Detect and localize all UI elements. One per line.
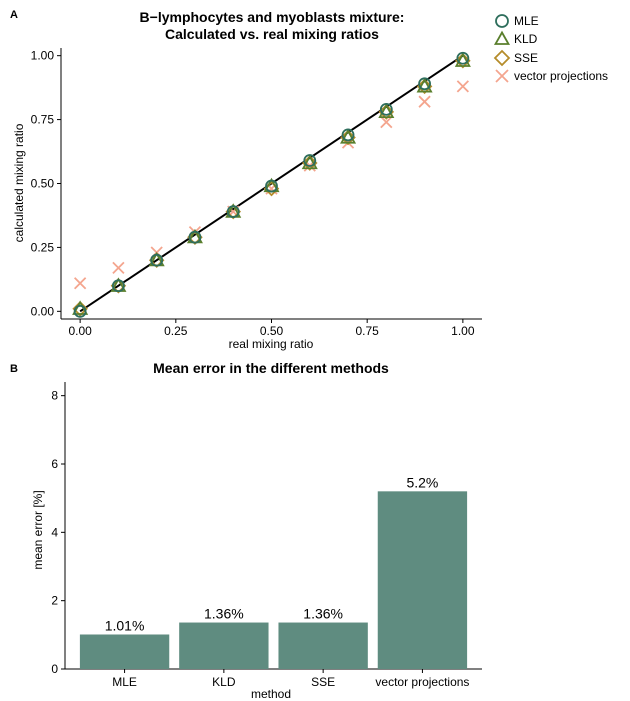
point-sse — [455, 53, 471, 69]
chart-a-points — [72, 51, 471, 318]
point-kld — [378, 103, 395, 119]
y-tick-label: 4 — [51, 525, 58, 539]
point-kld — [72, 300, 89, 315]
y-tick-label: 0.25 — [31, 240, 55, 254]
panel-b: B Mean error in the different methods 0 2… — [10, 360, 482, 701]
chart-a-x-ticks: 0.00 0.25 0.50 0.75 1.00 — [68, 319, 475, 338]
bar-vector-projections — [377, 491, 468, 669]
x-tick-label: 0.50 — [260, 324, 284, 338]
legend-label-vector-projections: vector projections — [514, 69, 608, 83]
x-tick-label: 0.75 — [356, 324, 380, 338]
point-sse — [378, 104, 395, 120]
point-vector-projections — [380, 116, 393, 129]
chart-a-legend: MLE KLD SSE vector projections — [493, 14, 608, 83]
legend-marker-mle — [495, 14, 509, 28]
point-sse — [72, 301, 88, 317]
x-tick-label: KLD — [212, 675, 236, 689]
legend-label-mle: MLE — [514, 14, 539, 28]
chart-b-x-label: method — [251, 687, 291, 701]
legend-marker-sse — [493, 49, 511, 67]
bar-value-label: 5.2% — [406, 474, 438, 490]
panel-a: A B−lymphocytes and myoblasts mixture: C… — [10, 9, 608, 351]
point-mle — [112, 279, 125, 293]
legend-item-sse: SSE — [493, 49, 538, 67]
legend-label-kld: KLD — [514, 32, 538, 46]
chart-a-x-label: real mixing ratio — [229, 337, 314, 351]
chart-a-title: B−lymphocytes and myoblasts mixture: — [140, 9, 405, 25]
x-tick-label: vector projections — [375, 675, 469, 689]
chart-b-title: Mean error in the different methods — [153, 360, 389, 376]
point-vector-projections — [418, 95, 431, 108]
chart-b-x-ticks: MLE KLD SSE vector projections — [112, 669, 469, 689]
y-tick-label: 1.00 — [31, 49, 55, 63]
bar-value-label: 1.36% — [204, 606, 244, 622]
x-tick-label: 1.00 — [451, 324, 475, 338]
x-tick-label: 0.00 — [68, 324, 92, 338]
y-tick-label: 0.75 — [31, 113, 55, 127]
legend-item-vector-projections: vector projections — [495, 69, 608, 83]
point-mle — [150, 253, 164, 267]
x-tick-label: SSE — [311, 675, 335, 689]
legend-item-kld: KLD — [493, 30, 538, 46]
legend-label-sse: SSE — [514, 51, 538, 65]
point-mle — [418, 77, 431, 91]
point-mle — [341, 128, 355, 142]
bar-value-label: 1.01% — [105, 617, 145, 633]
point-mle — [265, 179, 278, 193]
chart-b-y-ticks: 0 2 4 6 8 — [51, 389, 65, 676]
point-mle — [73, 304, 87, 318]
point-kld — [301, 154, 318, 170]
y-tick-label: 0.00 — [31, 304, 55, 318]
point-mle — [456, 51, 470, 65]
chart-a-y-ticks: 0.00 0.25 0.50 0.75 1.00 — [31, 49, 61, 318]
point-vector-projections — [112, 261, 125, 275]
point-sse — [301, 155, 318, 171]
panel-a-label: A — [10, 9, 18, 21]
point-sse — [340, 129, 356, 146]
bar-mle — [79, 634, 170, 669]
point-mle — [226, 205, 240, 219]
chart-a-subtitle: Calculated vs. real mixing ratios — [165, 26, 379, 42]
legend-marker-vector-projections — [495, 69, 509, 83]
bar-sse — [278, 622, 368, 669]
y-tick-label: 6 — [51, 457, 58, 471]
y-tick-label: 0.50 — [31, 177, 55, 191]
chart-b-bars: 1.01% 1.36% 1.36% 5.2% — [79, 474, 468, 669]
point-vector-projections — [74, 277, 87, 290]
point-kld — [454, 52, 471, 67]
point-mle — [303, 154, 317, 167]
point-vector-projections — [456, 80, 470, 93]
x-tick-label: 0.25 — [164, 324, 188, 338]
x-tick-label: MLE — [112, 675, 137, 689]
bar-kld — [179, 622, 269, 669]
legend-item-mle: MLE — [495, 14, 539, 28]
point-kld — [340, 129, 357, 144]
bar-value-label: 1.36% — [303, 606, 343, 622]
panel-b-label: B — [10, 363, 18, 375]
point-sse — [416, 78, 433, 95]
y-tick-label: 0 — [51, 662, 58, 676]
y-tick-label: 8 — [51, 389, 58, 403]
point-mle — [379, 102, 393, 116]
chart-b-y-label: mean error [%] — [31, 490, 45, 569]
legend-marker-kld — [493, 30, 511, 45]
y-tick-label: 2 — [51, 594, 58, 608]
identity-line — [79, 54, 464, 313]
point-mle — [188, 230, 202, 244]
chart-a-y-label: calculated mixing ratio — [12, 123, 26, 242]
point-kld — [416, 77, 433, 93]
